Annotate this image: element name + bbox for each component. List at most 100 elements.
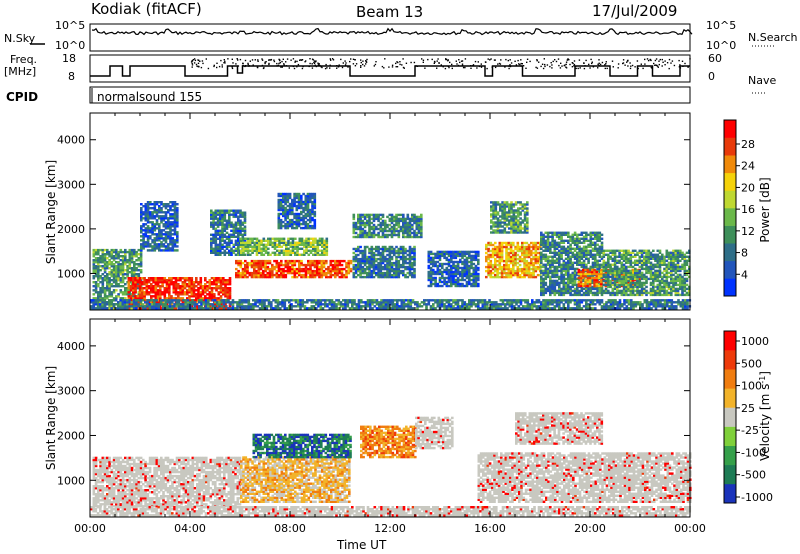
heatmap-cell (288, 210, 292, 214)
heatmap-cell (427, 258, 431, 262)
nave-point (646, 58, 649, 60)
heatmap-cell (512, 267, 515, 271)
heatmap-cell (402, 227, 405, 231)
heatmap-cell (134, 283, 137, 286)
heatmap-cell (521, 247, 524, 251)
heatmap-cell (159, 281, 162, 284)
heatmap-cell (103, 297, 107, 300)
heatmap-cell (165, 297, 169, 300)
heatmap-cell (311, 263, 315, 267)
heatmap-cell (569, 293, 572, 297)
heatmap-cell (468, 250, 471, 254)
heatmap-cell (255, 243, 259, 246)
heatmap-cell (402, 259, 405, 263)
heatmap-cell (386, 223, 389, 227)
heatmap-cell (472, 254, 476, 258)
heatmap-cell (384, 233, 387, 237)
heatmap-cell (119, 279, 123, 282)
heatmap-cell (103, 295, 107, 298)
heatmap-cell (452, 270, 455, 274)
heatmap-cell (542, 283, 545, 287)
nave-point (445, 58, 447, 60)
nave-point (314, 64, 316, 66)
heatmap-cell (525, 241, 529, 245)
heatmap-cell (523, 207, 527, 210)
heatmap-cell (379, 259, 383, 263)
heatmap-cell (304, 200, 308, 204)
heatmap-cell (246, 271, 249, 275)
heatmap-cell (472, 282, 476, 286)
nave-point (344, 60, 346, 62)
nave-point (542, 67, 545, 70)
heatmap-cell (527, 249, 531, 253)
heatmap-cell (279, 194, 283, 198)
heatmap-cell (223, 219, 227, 222)
heatmap-cell (297, 206, 301, 210)
heatmap-cell (167, 233, 170, 236)
heatmap-cell (302, 202, 305, 206)
heatmap-cell (470, 260, 473, 264)
heatmap-cell (216, 209, 220, 212)
heatmap-cell (94, 267, 98, 270)
heatmap-cell (302, 206, 305, 210)
nave-point (447, 59, 449, 61)
heatmap-cell (262, 247, 266, 250)
heatmap-cell (234, 241, 238, 244)
heatmap-cell (526, 211, 529, 214)
nave-point (276, 65, 278, 67)
heatmap-cell (150, 285, 153, 288)
heatmap-cell (372, 275, 376, 279)
heatmap-cell (393, 249, 396, 253)
heatmap-cell (119, 291, 123, 294)
heatmap-cell (404, 229, 407, 233)
heatmap-cell (567, 253, 570, 256)
heatmap-cell (144, 213, 148, 216)
heatmap-cell (573, 233, 577, 236)
heatmap-cell (438, 284, 442, 288)
heatmap-cell (542, 249, 545, 252)
heatmap-cell (516, 253, 520, 257)
heatmap-cell (512, 255, 515, 259)
heatmap-cell (222, 289, 225, 292)
heatmap-cell (249, 243, 252, 246)
nave-point (464, 58, 467, 60)
heatmap-cell (144, 235, 148, 238)
heatmap-cell (224, 295, 227, 298)
heatmap-cell (306, 210, 310, 214)
heatmap-cell (372, 247, 376, 251)
heatmap-cell (304, 212, 308, 216)
heatmap-cell (168, 277, 171, 280)
heatmap-cell (361, 255, 365, 259)
nave-point (315, 60, 317, 62)
heatmap-cell (384, 221, 387, 225)
heatmap-cell (188, 277, 191, 280)
heatmap-cell (282, 251, 286, 254)
heatmap-cell (384, 249, 387, 253)
heatmap-cell (230, 229, 233, 232)
heatmap-cell (454, 274, 458, 278)
heatmap-cell (172, 285, 176, 288)
heatmap-cell (294, 237, 297, 240)
heatmap-cell (224, 281, 227, 284)
heatmap-cell (103, 265, 107, 268)
nave-point (440, 64, 442, 66)
heatmap-cell (197, 293, 200, 296)
heatmap-cell (244, 265, 247, 269)
heatmap-cell (501, 217, 504, 220)
heatmap-cell (578, 233, 581, 236)
heatmap-cell (500, 257, 504, 261)
nave-point (459, 61, 461, 64)
heatmap-cell (470, 264, 473, 268)
heatmap-cell (219, 295, 223, 298)
heatmap-cell (133, 253, 136, 256)
heatmap-cell (300, 206, 303, 210)
heatmap-cell (512, 241, 515, 245)
heatmap-cell (530, 257, 533, 261)
heatmap-cell (384, 257, 387, 261)
heatmap-cell (170, 277, 173, 280)
heatmap-cell (154, 289, 158, 292)
heatmap-cell (153, 229, 157, 232)
heatmap-cell (108, 263, 111, 266)
heatmap-cell (311, 271, 315, 275)
heatmap-cell (286, 224, 290, 228)
